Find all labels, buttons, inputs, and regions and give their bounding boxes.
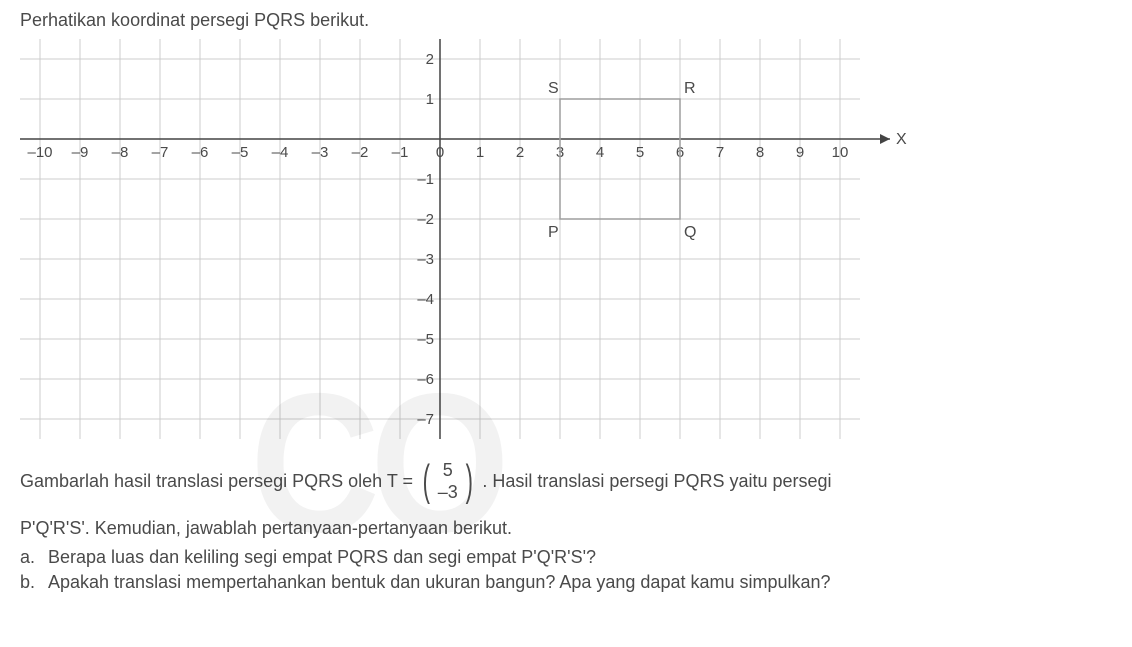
vector-bottom: –3 xyxy=(438,481,458,503)
svg-text:–4: –4 xyxy=(417,291,434,308)
followup-text: P'Q'R'S'. Kemudian, jawablah pertanyaan-… xyxy=(20,518,1112,539)
svg-text:Q: Q xyxy=(684,224,696,241)
svg-text:–2: –2 xyxy=(352,144,369,161)
translation-prefix: Gambarlah hasil translasi persegi PQRS o… xyxy=(20,471,413,492)
svg-text:–8: –8 xyxy=(112,144,129,161)
question-label: b. xyxy=(20,572,48,593)
question-b: b. Apakah translasi mempertahankan bentu… xyxy=(20,572,1112,593)
svg-text:–2: –2 xyxy=(417,211,434,228)
svg-text:2: 2 xyxy=(426,51,434,68)
translation-suffix: . Hasil translasi persegi PQRS yaitu per… xyxy=(482,471,831,492)
svg-text:–4: –4 xyxy=(272,144,289,161)
question-text: Berapa luas dan keliling segi empat PQRS… xyxy=(48,547,596,568)
svg-text:7: 7 xyxy=(716,144,724,161)
question-label: a. xyxy=(20,547,48,568)
question-a: a. Berapa luas dan keliling segi empat P… xyxy=(20,547,1112,568)
svg-text:–7: –7 xyxy=(152,144,169,161)
questions-list: a. Berapa luas dan keliling segi empat P… xyxy=(20,547,1112,593)
svg-text:X: X xyxy=(896,131,907,148)
svg-text:P: P xyxy=(548,224,559,241)
svg-text:–1: –1 xyxy=(392,144,409,161)
svg-text:–5: –5 xyxy=(232,144,249,161)
intro-text: Perhatikan koordinat persegi PQRS beriku… xyxy=(20,10,1112,31)
coordinate-chart: XY–10–9–8–7–6–5–4–3–2–101234567891021–1–… xyxy=(20,39,920,439)
svg-text:–6: –6 xyxy=(192,144,209,161)
svg-text:–1: –1 xyxy=(417,171,434,188)
translation-vector: ( 5 –3 ) xyxy=(419,459,476,503)
svg-text:–9: –9 xyxy=(72,144,89,161)
svg-text:–5: –5 xyxy=(417,331,434,348)
svg-text:4: 4 xyxy=(596,144,604,161)
svg-text:5: 5 xyxy=(636,144,644,161)
svg-text:8: 8 xyxy=(756,144,764,161)
svg-text:–6: –6 xyxy=(417,371,434,388)
svg-text:10: 10 xyxy=(832,144,849,161)
svg-text:2: 2 xyxy=(516,144,524,161)
svg-text:–3: –3 xyxy=(417,251,434,268)
svg-text:–7: –7 xyxy=(417,411,434,428)
svg-text:1: 1 xyxy=(476,144,484,161)
svg-text:–3: –3 xyxy=(312,144,329,161)
svg-text:R: R xyxy=(684,80,696,97)
translation-instruction: Gambarlah hasil translasi persegi PQRS o… xyxy=(20,459,1112,503)
paren-left: ( xyxy=(423,459,430,503)
vector-top: 5 xyxy=(443,459,453,481)
paren-right: ) xyxy=(465,459,472,503)
svg-text:S: S xyxy=(548,80,559,97)
svg-text:1: 1 xyxy=(426,91,434,108)
svg-text:9: 9 xyxy=(796,144,804,161)
svg-text:–10: –10 xyxy=(27,144,52,161)
svg-text:0: 0 xyxy=(436,144,444,161)
question-text: Apakah translasi mempertahankan bentuk d… xyxy=(48,572,831,593)
